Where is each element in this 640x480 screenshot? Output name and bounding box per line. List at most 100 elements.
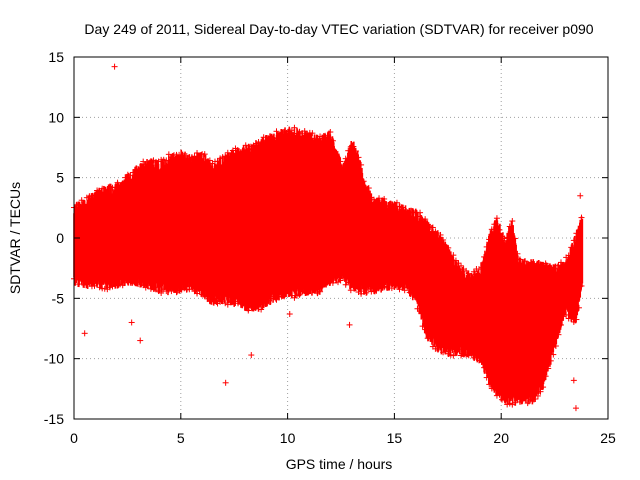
- data-point-upper: [558, 259, 565, 266]
- data-point-upper: [488, 226, 495, 233]
- data-point-lower: [434, 343, 441, 350]
- data-point-upper: [378, 200, 385, 207]
- data-point-upper: [396, 203, 403, 210]
- data-point-lower: [563, 311, 570, 318]
- x-tick-label: 25: [600, 430, 616, 446]
- data-point-lower: [86, 280, 93, 287]
- data-point-lower: [422, 326, 429, 333]
- data-point-lower: [381, 284, 388, 291]
- data-point-lower: [209, 296, 216, 303]
- data-point-outlier: [222, 379, 229, 386]
- data-point-upper: [224, 149, 231, 156]
- data-point-upper: [83, 194, 90, 201]
- data-point-lower: [314, 290, 321, 297]
- data-point-lower: [196, 287, 203, 294]
- data-point-upper: [358, 161, 365, 168]
- data-point-lower: [537, 388, 544, 395]
- data-point-upper: [506, 223, 513, 230]
- data-point-lower: [153, 284, 160, 291]
- data-point-lower: [142, 284, 149, 291]
- data-point-upper: [555, 262, 562, 269]
- data-point-lower: [534, 392, 541, 399]
- data-point-upper: [286, 128, 293, 135]
- data-point-upper: [463, 267, 470, 274]
- data-point-lower: [222, 300, 229, 307]
- data-point-upper: [186, 157, 193, 164]
- data-point-upper: [381, 195, 388, 202]
- data-point-upper: [112, 184, 119, 191]
- data-point-lower: [322, 280, 329, 287]
- data-point-upper: [296, 128, 303, 135]
- data-point-upper: [522, 258, 529, 265]
- data-point-upper: [127, 172, 134, 179]
- data-point-lower: [235, 300, 242, 307]
- data-point-upper: [483, 243, 490, 250]
- data-point-upper: [104, 188, 111, 195]
- data-point-upper: [342, 155, 349, 162]
- data-point-lower: [578, 282, 585, 289]
- data-point-upper: [247, 143, 254, 150]
- data-point-upper: [99, 185, 106, 192]
- data-point-upper: [314, 136, 321, 143]
- data-point-lower: [145, 280, 152, 287]
- data-point-lower: [501, 397, 508, 404]
- data-point-upper: [309, 130, 316, 137]
- data-point-upper: [78, 197, 85, 204]
- data-point-upper: [106, 183, 113, 190]
- data-point-lower: [404, 284, 411, 291]
- data-point-lower: [270, 293, 277, 300]
- data-point-lower: [332, 275, 339, 282]
- y-tick-label: -5: [52, 290, 65, 306]
- chart-title: Day 249 of 2011, Sidereal Day-to-day VTE…: [84, 21, 593, 37]
- data-point-lower: [309, 287, 316, 294]
- data-point-upper: [183, 153, 190, 160]
- x-tick-label: 20: [493, 430, 509, 446]
- x-axis-label: GPS time / hours: [286, 456, 393, 472]
- data-point-upper: [147, 158, 154, 165]
- data-point-upper: [252, 140, 259, 147]
- data-point-lower: [542, 373, 549, 380]
- y-axis-label: SDTVAR / TECUs: [7, 182, 23, 294]
- data-point-outlier: [128, 319, 135, 326]
- data-point-upper: [235, 148, 242, 155]
- x-tick-label: 10: [280, 430, 296, 446]
- data-point-lower: [363, 289, 370, 296]
- data-point-lower: [158, 289, 165, 296]
- data-point-lower: [373, 287, 380, 294]
- data-point-upper: [263, 137, 270, 144]
- data-point-upper: [114, 179, 121, 186]
- data-point-upper: [427, 223, 434, 230]
- data-point-upper: [258, 139, 265, 146]
- data-point-lower: [147, 285, 154, 292]
- data-point-upper: [355, 154, 362, 161]
- x-tick-label: 5: [177, 430, 185, 446]
- data-point-upper: [486, 236, 493, 243]
- data-point-upper: [542, 260, 549, 267]
- data-point-upper: [516, 256, 523, 263]
- data-point-lower: [340, 274, 347, 281]
- data-point-upper: [117, 182, 124, 189]
- data-point-lower: [78, 278, 85, 285]
- data-point-lower: [199, 291, 206, 298]
- data-point-lower: [511, 399, 518, 406]
- data-point-upper: [304, 130, 311, 137]
- data-point-lower: [258, 306, 265, 313]
- data-point-lower: [293, 292, 300, 299]
- data-point-upper: [227, 153, 234, 160]
- y-tick-label: 15: [48, 49, 64, 65]
- data-point-upper: [206, 157, 213, 164]
- data-point-lower: [483, 374, 490, 381]
- data-point-upper: [534, 262, 541, 269]
- data-point-lower: [522, 395, 529, 402]
- data-point-lower: [304, 288, 311, 295]
- data-point-upper: [340, 165, 347, 172]
- data-point-lower: [324, 277, 331, 284]
- data-point-lower: [573, 316, 580, 323]
- data-point-upper: [417, 209, 424, 216]
- data-point-upper: [204, 158, 211, 165]
- data-point-lower: [504, 401, 511, 408]
- data-point-lower: [347, 287, 354, 294]
- data-point-upper: [160, 156, 167, 163]
- data-point-lower: [427, 335, 434, 342]
